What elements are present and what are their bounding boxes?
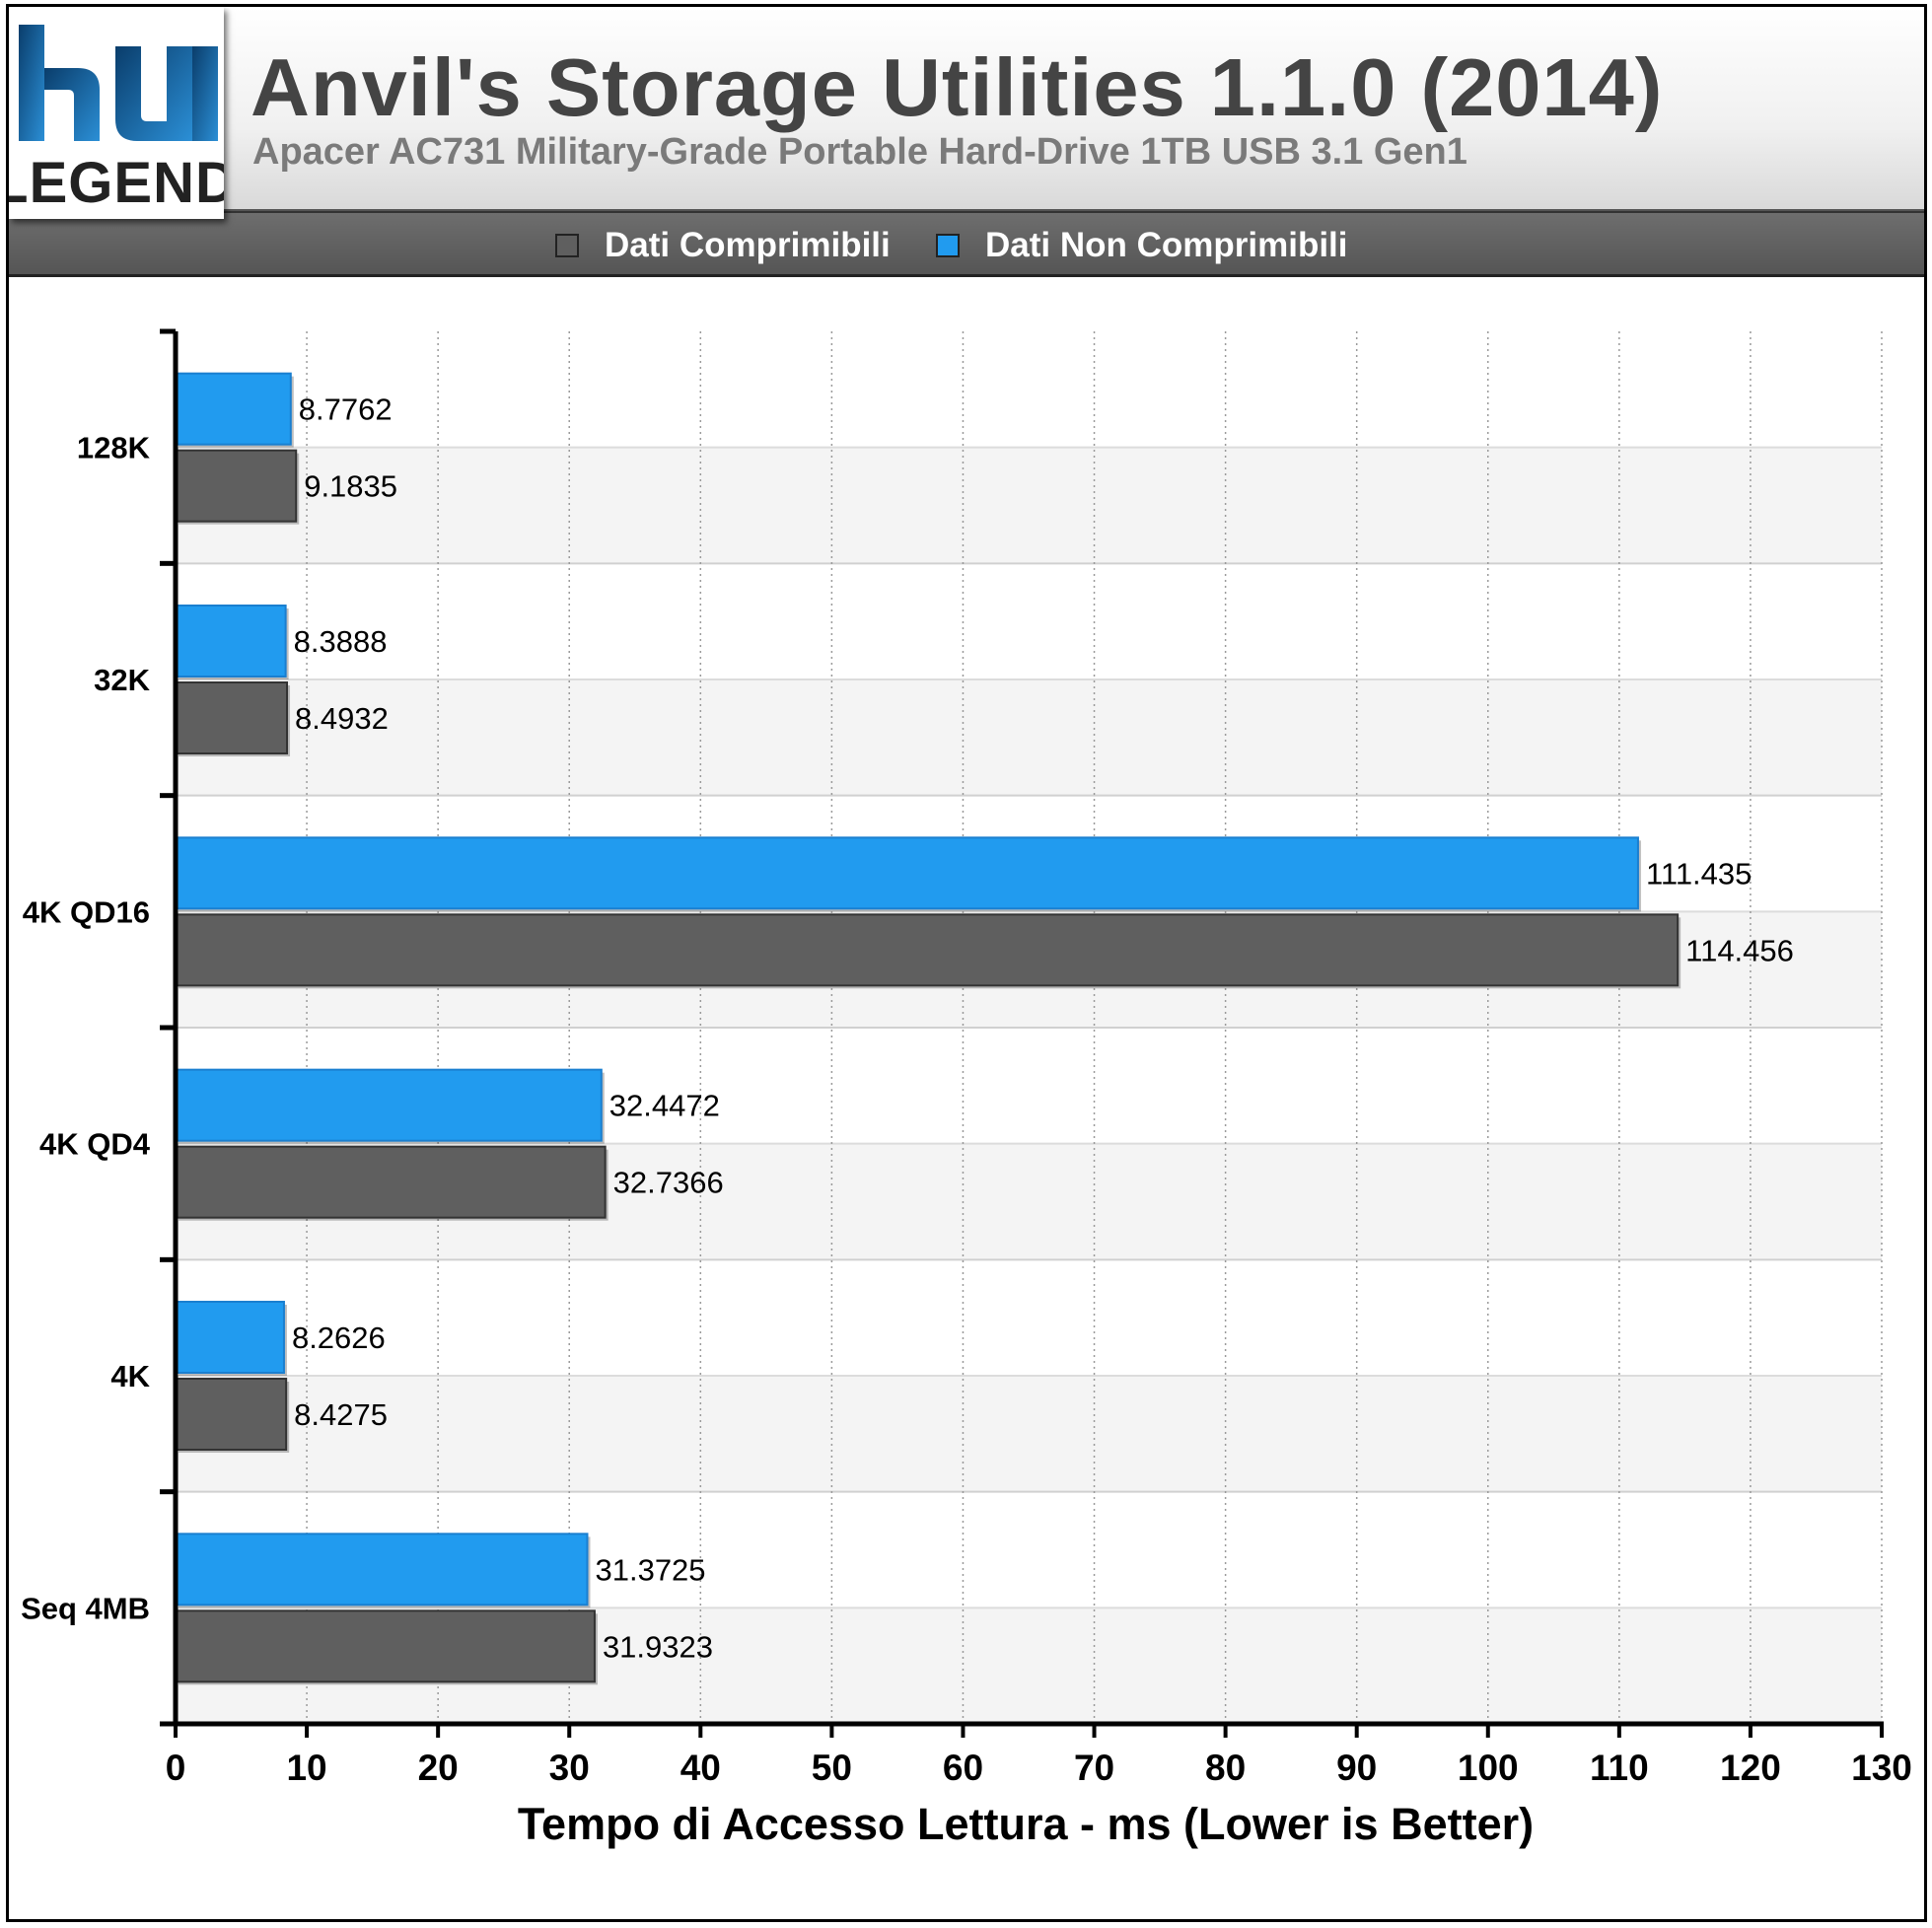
value-label: 8.2626	[292, 1321, 386, 1355]
x-axis-label: Tempo di Accesso Lettura - ms (Lower is …	[518, 1799, 1534, 1849]
value-label: 114.456	[1685, 933, 1794, 967]
category-label: 4K QD16	[23, 894, 150, 929]
bar-compressible	[175, 449, 298, 523]
chart-subtitle: Apacer AC731 Military-Grade Portable Har…	[252, 131, 1467, 173]
value-label: 31.3725	[595, 1552, 705, 1587]
legend-item-compressible: Dati Comprimibili	[555, 226, 891, 265]
value-label: 9.1835	[304, 469, 397, 504]
bar-non-compressible	[175, 1533, 589, 1607]
legend-swatch-non-compressible	[936, 234, 960, 257]
band-upper	[176, 1259, 1882, 1376]
band-lower	[176, 1376, 1882, 1492]
legend-label-compressible: Dati Comprimibili	[605, 226, 891, 264]
x-tick-label: 70	[1074, 1748, 1114, 1788]
x-tick-label: 30	[549, 1748, 590, 1788]
logo-mark: LEGEND	[0, 25, 237, 215]
band-upper	[176, 331, 1882, 448]
value-label: 32.4472	[609, 1089, 720, 1123]
category-label: 128K	[77, 431, 151, 465]
gridlines	[306, 331, 1883, 1724]
axes	[160, 328, 1884, 1738]
logo-text: LEGEND	[9, 151, 224, 215]
legend: Dati Comprimibili Dati Non Comprimibili	[9, 211, 1924, 277]
category-label: 32K	[94, 663, 150, 697]
category-bands	[176, 331, 1882, 1724]
x-tick-label: 90	[1336, 1748, 1377, 1788]
bar-non-compressible	[175, 1301, 285, 1374]
bar-non-compressible	[175, 372, 292, 446]
category-label: 4K QD4	[39, 1127, 151, 1162]
legend-label-non-compressible: Dati Non Comprimibili	[985, 226, 1348, 264]
legend-swatch-compressible	[555, 234, 579, 257]
chart-title: Anvil's Storage Utilities 1.1.0 (2014)	[250, 41, 1664, 133]
band-lower	[176, 447, 1882, 564]
logo: LEGEND	[0, 7, 237, 219]
x-tick-label: 40	[680, 1748, 721, 1788]
bar-non-compressible	[175, 836, 1639, 910]
x-tick-label: 80	[1205, 1748, 1246, 1788]
value-labels: 8.7762 9.1835 8.3888 8.4932 111.435 114.456 32…	[292, 393, 1794, 1665]
bar-compressible	[175, 1145, 607, 1219]
band-upper	[176, 563, 1882, 679]
bar-compressible	[175, 913, 1680, 987]
bar-compressible	[175, 681, 289, 754]
bar-non-compressible	[175, 1068, 603, 1142]
value-label: 8.7762	[299, 393, 393, 427]
x-tick-label: 10	[286, 1748, 326, 1788]
chart-header: Anvil's Storage Utilities 1.1.0 (2014) A…	[9, 7, 1924, 211]
x-tick-labels: 0 10 20 30 40 50 60 70 80 90 100 110 120 130	[166, 1748, 1912, 1788]
value-label: 32.7366	[613, 1166, 724, 1200]
value-label: 31.9323	[603, 1629, 713, 1664]
value-label: 111.435	[1646, 856, 1752, 891]
bar-compressible	[175, 1609, 596, 1683]
x-tick-label: 50	[812, 1748, 852, 1788]
category-label: 4K	[110, 1359, 150, 1393]
x-tick-label: 60	[943, 1748, 983, 1788]
legend-item-non-compressible: Dati Non Comprimibili	[936, 226, 1348, 265]
x-tick-label: 130	[1851, 1748, 1912, 1788]
band-lower	[176, 679, 1882, 796]
bar-compressible	[175, 1378, 288, 1451]
x-tick-label: 0	[166, 1748, 186, 1788]
category-label: Seq 4MB	[21, 1591, 150, 1625]
x-tick-label: 110	[1590, 1748, 1649, 1788]
bar-non-compressible	[175, 605, 287, 678]
bars	[175, 372, 1682, 1685]
x-tick-label: 20	[418, 1748, 459, 1788]
x-tick-label: 120	[1720, 1748, 1781, 1788]
category-labels: 128K 32K 4K QD16 4K QD4 4K Seq 4MB	[21, 431, 151, 1626]
value-label: 8.3888	[294, 624, 388, 659]
value-label: 8.4275	[294, 1397, 388, 1432]
x-tick-label: 100	[1458, 1748, 1519, 1788]
value-label: 8.4932	[295, 701, 389, 736]
